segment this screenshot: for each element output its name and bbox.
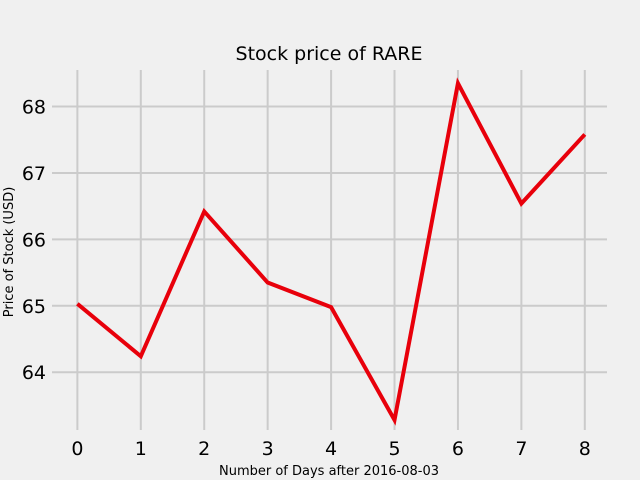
x-tick-label-0: 0	[71, 438, 83, 460]
x-axis-label: Number of Days after 2016-08-03	[219, 464, 439, 479]
x-tick-label-7: 7	[515, 438, 527, 460]
y-tick-label-4: 68	[22, 97, 46, 119]
x-tick-label-5: 5	[388, 438, 400, 460]
series-line-0	[76, 77, 587, 426]
x-tick-label-3: 3	[262, 438, 274, 460]
x-tick-label-4: 4	[325, 438, 337, 460]
y-tick-label-2: 66	[22, 229, 46, 251]
y-tick-label-1: 65	[22, 296, 46, 318]
x-tick-label-2: 2	[198, 438, 210, 460]
x-tick-label-6: 6	[452, 438, 464, 460]
y-axis-label: Price of Stock (USD)	[2, 187, 17, 318]
x-tick-label-8: 8	[579, 438, 591, 460]
series-layer	[76, 77, 587, 426]
y-tick-label-3: 67	[22, 163, 46, 185]
grid	[52, 70, 607, 430]
chart-title: Stock price of RARE	[236, 43, 423, 65]
y-tick-label-0: 64	[22, 362, 46, 384]
x-tick-label-1: 1	[135, 438, 147, 460]
